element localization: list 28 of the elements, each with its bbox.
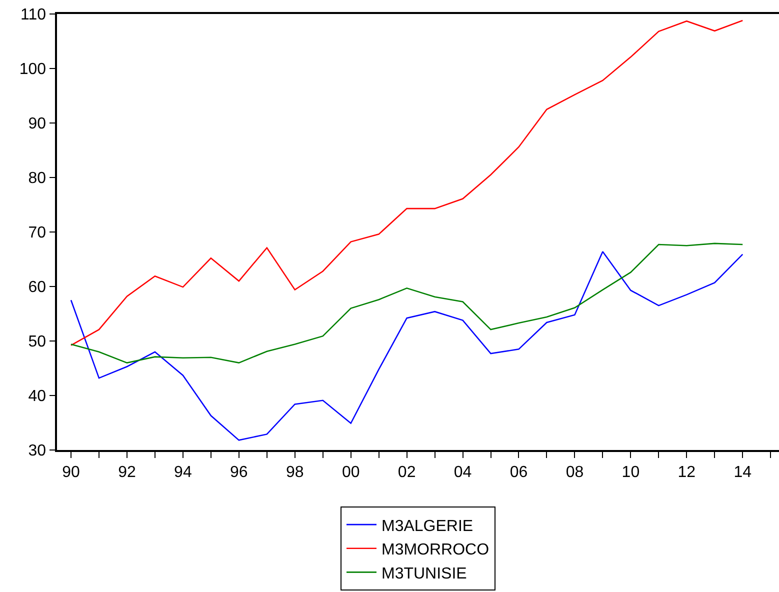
- legend-label: M3MORROCO: [382, 542, 490, 559]
- x-tick-label: 08: [566, 464, 584, 481]
- x-tick-label: 92: [118, 464, 136, 481]
- y-tick-label: 60: [28, 279, 46, 296]
- x-tick-label: 10: [622, 464, 640, 481]
- x-tick-label: 04: [454, 464, 472, 481]
- x-tick-label: 98: [286, 464, 304, 481]
- line-series: [70, 242, 744, 364]
- x-tick-label: 12: [678, 464, 696, 481]
- y-tick-label: 30: [28, 442, 46, 460]
- y-tick-label: 100: [19, 61, 46, 78]
- legend-label: M3TUNISIE: [382, 565, 467, 582]
- y-tick-label: 70: [28, 224, 46, 242]
- y-tick-label: 110: [20, 6, 46, 24]
- legend-label: M3ALGERIE: [382, 518, 474, 535]
- line-series: [70, 250, 744, 441]
- y-tick-label: 50: [28, 334, 46, 351]
- x-tick-label: 96: [230, 464, 248, 481]
- y-tick-label: 40: [28, 388, 46, 406]
- x-tick-label: 02: [398, 464, 416, 481]
- y-tick-label: 90: [28, 116, 46, 133]
- y-tick-label: 80: [28, 170, 46, 188]
- line-series: [70, 20, 744, 346]
- x-tick-label: 94: [174, 464, 192, 481]
- x-tick-label: 06: [510, 464, 528, 481]
- x-tick-label: 14: [734, 464, 752, 481]
- x-tick-label: 00: [342, 464, 360, 481]
- x-tick-label: 90: [62, 464, 80, 481]
